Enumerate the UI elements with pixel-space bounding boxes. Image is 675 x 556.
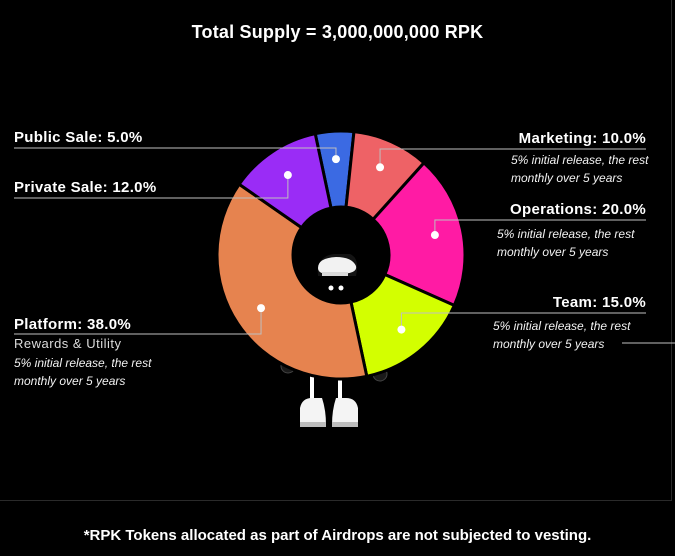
- mascot-sneaker-right: [332, 398, 358, 425]
- slice-marker-operations: [430, 231, 439, 240]
- leader-marketing: [379, 148, 646, 168]
- chart-title: Total Supply = 3,000,000,000 RPK: [191, 22, 484, 42]
- note-operations-line2: monthly over 5 years: [497, 245, 609, 259]
- slice-marker-platform: [257, 304, 266, 313]
- donut-hole: [293, 207, 389, 303]
- mascot-leg-left: [310, 355, 314, 405]
- slice-marker-public-sale: [331, 155, 340, 164]
- mascot-sole-right: [332, 422, 358, 427]
- label-private-sale: Private Sale: 12.0%: [14, 179, 157, 196]
- label-operations: Operations: 20.0%: [510, 201, 646, 218]
- mascot-cap-brim: [322, 272, 348, 276]
- label-platform-subtitle: Rewards & Utility: [14, 336, 122, 351]
- leader-operations: [434, 219, 646, 236]
- note-platform-line1: 5% initial release, the rest: [14, 356, 152, 370]
- leader-private-sale: [14, 175, 289, 199]
- label-marketing: Marketing: 10.0%: [518, 130, 646, 147]
- mascot-eye-right: [338, 285, 344, 291]
- label-public-sale: Public Sale: 5.0%: [14, 129, 143, 146]
- note-marketing-line2: monthly over 5 years: [511, 171, 623, 185]
- note-team-line1: 5% initial release, the rest: [493, 319, 631, 333]
- mascot-sole-left: [300, 422, 326, 427]
- note-operations-line1: 5% initial release, the rest: [497, 227, 635, 241]
- slice-marker-private-sale: [283, 171, 292, 180]
- note-team-line2: monthly over 5 years: [493, 337, 605, 351]
- note-marketing-line1: 5% initial release, the rest: [511, 153, 649, 167]
- mascot-sneaker-left: [300, 398, 326, 425]
- leader-team: [400, 312, 646, 330]
- leader-platform: [14, 308, 262, 335]
- mascot-cap: [318, 257, 357, 275]
- label-team: Team: 15.0%: [552, 294, 646, 311]
- mascot-eye-left: [328, 285, 334, 291]
- footnote: *RPK Tokens allocated as part of Airdrop…: [83, 527, 592, 544]
- note-platform-line2: monthly over 5 years: [14, 374, 126, 388]
- donut-chart: [14, 129, 675, 427]
- slice-marker-team: [397, 325, 406, 334]
- label-platform: Platform: 38.0%: [14, 316, 132, 333]
- slice-marker-marketing: [376, 163, 385, 172]
